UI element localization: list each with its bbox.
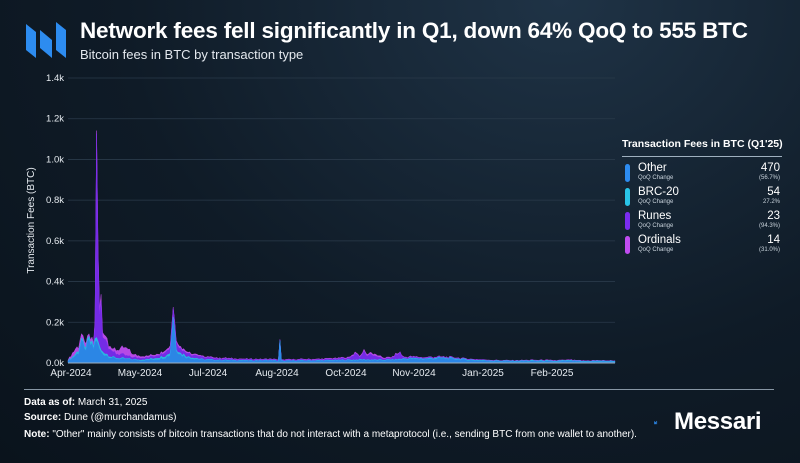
x-tick-label: Apr-2024 [50, 368, 92, 379]
data-as-of-label: Data as of: [24, 397, 76, 408]
legend-name: Runes [638, 210, 672, 222]
series-ordinals-area [67, 130, 616, 362]
legend-item-runes: Runes QoQ Change 23 (94.3%) [622, 210, 782, 234]
note-label: Note: [24, 429, 50, 440]
y-tick-label: 0.0k [46, 358, 64, 369]
source-value: Dune (@murchandamus) [64, 412, 177, 423]
y-tick-label: 1.2k [46, 114, 64, 125]
brand-name: Messari [674, 408, 762, 435]
legend-item-brc-20: BRC-20 QoQ Change 54 27.2% [622, 186, 782, 210]
data-as-of-value: March 31, 2025 [77, 397, 148, 408]
messari-logo-icon [26, 22, 66, 58]
y-tick-label: 1.0k [46, 154, 64, 165]
x-tick-label: May-2024 [118, 368, 163, 379]
note-value: "Other" mainly consists of bitcoin trans… [52, 429, 637, 440]
legend-swatch [625, 164, 630, 182]
source: Source: Dune (@murchandamus) [24, 412, 176, 423]
legend-sub: QoQ Change [638, 175, 674, 181]
legend-change: 27.2% [762, 199, 780, 205]
fees-area-chart: 0.0k 0.2k 0.4k 0.6k 0.8k 1.0k 1.2k 1.4k Transact… [26, 73, 616, 379]
source-label: Source: [24, 412, 62, 423]
legend-name: Ordinals [638, 234, 681, 246]
y-tick-label: 0.2k [46, 317, 64, 328]
legend-swatch [625, 188, 630, 206]
legend-change: (94.3%) [758, 223, 780, 229]
x-tick-label: Oct-2024 [325, 368, 367, 379]
x-tick-label: Jul-2024 [189, 368, 228, 379]
legend-change: (31.0%) [758, 247, 780, 253]
legend-value: 54 [767, 186, 780, 198]
y-tick-label: 1.4k [46, 73, 64, 84]
page-subtitle: Bitcoin fees in BTC by transaction type [80, 47, 304, 62]
y-tick-label: 0.6k [46, 236, 64, 247]
legend-name: BRC-20 [638, 186, 679, 198]
x-tick-label: Jan-2025 [462, 368, 504, 379]
legend-value: 14 [767, 234, 780, 246]
legend: Transaction Fees in BTC (Q1'25) Other QoQ… [622, 138, 783, 258]
legend-sub: QoQ Change [638, 199, 674, 205]
messari-brand-icon [654, 420, 658, 425]
legend-swatch [625, 212, 630, 230]
series-runes-area [67, 133, 616, 362]
data-as-of: Data as of: March 31, 2025 [24, 397, 147, 408]
x-tick-label: Nov-2024 [392, 368, 436, 379]
y-tick-label: 0.4k [46, 277, 64, 288]
y-tick-label: 0.8k [46, 195, 64, 206]
x-tick-label: Feb-2025 [531, 368, 574, 379]
y-axis-label: Transaction Fees (BTC) [26, 167, 37, 273]
legend-change: (56.7%) [758, 175, 780, 181]
note: Note: "Other" mainly consists of bitcoin… [24, 428, 644, 441]
legend-swatch [625, 236, 630, 254]
legend-item-ordinals: Ordinals QoQ Change 14 (31.0%) [622, 234, 782, 258]
legend-item-other: Other QoQ Change 470 (56.7%) [622, 162, 782, 186]
legend-value: 23 [767, 210, 780, 222]
x-tick-label: Aug-2024 [255, 368, 299, 379]
legend-divider [622, 156, 782, 157]
page-title: Network fees fell significantly in Q1, d… [80, 18, 748, 43]
legend-title: Transaction Fees in BTC (Q1'25) [622, 138, 783, 150]
legend-value: 470 [760, 162, 780, 174]
legend-sub: QoQ Change [638, 247, 674, 253]
footer-divider [24, 389, 774, 390]
legend-sub: QoQ Change [638, 223, 674, 229]
legend-name: Other [638, 162, 667, 174]
